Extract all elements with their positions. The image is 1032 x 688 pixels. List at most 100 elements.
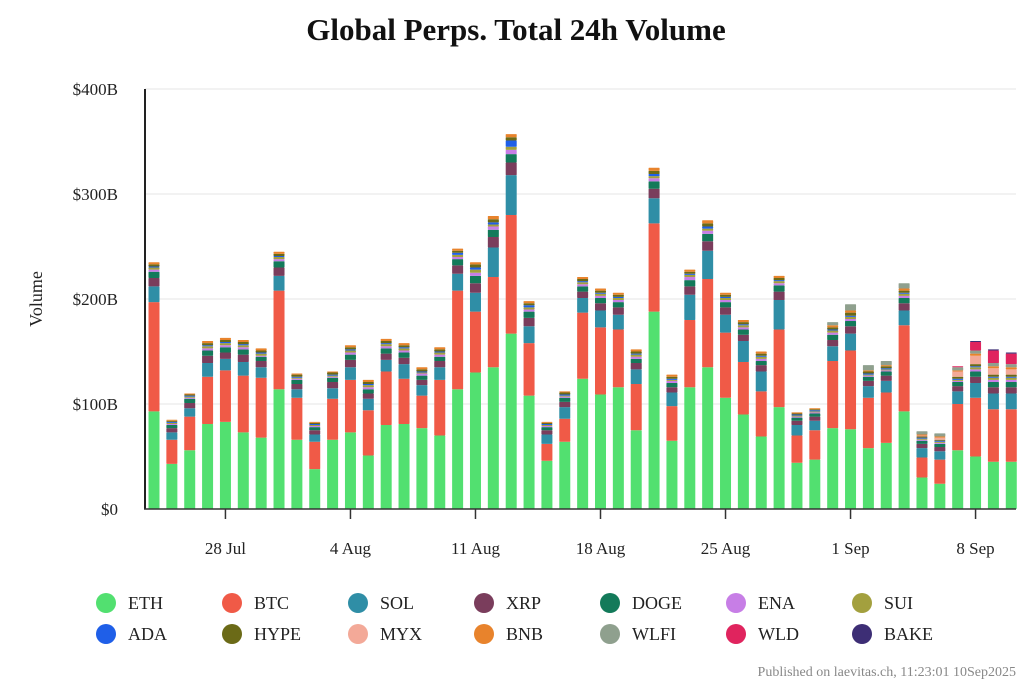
- bar-segment-sui: [184, 396, 196, 398]
- bar-segment-xrp: [934, 447, 946, 452]
- bar-segment-sui: [595, 293, 606, 296]
- bar-segment-myx: [952, 371, 964, 377]
- bar-segment-sol: [987, 393, 999, 410]
- bar-segment-ena: [309, 426, 321, 428]
- legend-item-sol[interactable]: SOL: [348, 592, 474, 614]
- bar-segment-btc: [541, 443, 553, 461]
- bar-segment-doge: [559, 397, 571, 402]
- bar-segment-ada: [273, 255, 285, 257]
- bar-segment-bnb: [595, 288, 606, 291]
- bar-segment-btc: [666, 406, 678, 441]
- bar-segment-sui: [987, 377, 999, 380]
- bar-segment-hype: [398, 345, 410, 348]
- legend-swatch: [600, 593, 620, 613]
- x-tick-label: 28 Jul: [205, 539, 246, 558]
- bar-segment-sui: [880, 369, 892, 371]
- bar-segment-eth: [898, 411, 910, 509]
- bar-segment-sol: [737, 341, 749, 362]
- bar-segment-sol: [487, 247, 499, 277]
- bar-segment-wld: [987, 350, 999, 364]
- bar-segment-xrp: [648, 188, 660, 199]
- bar-segment-ena: [327, 376, 339, 378]
- bar-segment-btc: [327, 398, 339, 440]
- bar-segment-ena: [166, 423, 178, 425]
- bar-segment-xrp: [219, 352, 231, 359]
- bar-segment-xrp: [327, 381, 339, 389]
- legend-item-myx[interactable]: MYX: [348, 623, 474, 645]
- bar-segment-eth: [505, 333, 517, 509]
- legend-item-wlfi[interactable]: WLFI: [600, 623, 726, 645]
- bar-segment-btc: [702, 279, 714, 368]
- bar-segment-hype: [469, 264, 481, 268]
- bar-segment-btc: [684, 320, 696, 388]
- legend-label: DOGE: [632, 592, 682, 613]
- bar-segment-hype: [273, 253, 285, 256]
- bar-segment-doge: [434, 356, 446, 361]
- bar-segment-xrp: [952, 386, 964, 392]
- bar-segment-bnb: [362, 379, 374, 382]
- x-tick-label: 4 Aug: [330, 539, 372, 558]
- bar-segment-btc: [362, 410, 374, 456]
- bar-segment-btc: [862, 397, 874, 449]
- bar-segment-sui: [755, 356, 767, 359]
- bar-segment-ada: [166, 421, 178, 423]
- bar-segment-btc: [952, 404, 964, 451]
- bar-segment-bnb: [273, 251, 285, 254]
- y-axis-label: Volume: [26, 271, 46, 327]
- bar-segment-xrp: [487, 237, 499, 248]
- bar-segment-eth: [612, 387, 624, 509]
- bar-segment-sui: [684, 274, 696, 277]
- bar-segment-xrp: [809, 416, 821, 421]
- legend-item-bake[interactable]: BAKE: [852, 623, 978, 645]
- bar-segment-sui: [273, 257, 285, 260]
- bar-segment-eth: [416, 428, 428, 509]
- bar-segment-sol: [541, 434, 553, 444]
- legend-item-sui[interactable]: SUI: [852, 592, 978, 614]
- legend-swatch: [348, 593, 368, 613]
- legend-item-btc[interactable]: BTC: [222, 592, 348, 614]
- bar-segment-doge: [595, 297, 606, 304]
- bar-segment-ada: [416, 371, 428, 373]
- bar-segment-btc: [255, 377, 267, 438]
- bar-segment-ena: [559, 396, 571, 398]
- bar-segment-eth: [934, 483, 946, 509]
- bar-segment-sol: [469, 292, 481, 312]
- y-tick-label: $400B: [73, 80, 118, 99]
- bar-segment-bnb: [934, 436, 946, 438]
- legend-item-hype[interactable]: HYPE: [222, 623, 348, 645]
- bar-segment-xrp: [577, 291, 589, 298]
- legend-item-ena[interactable]: ENA: [726, 592, 852, 614]
- bar-segment-xrp: [720, 307, 732, 315]
- bar-segment-ada: [916, 437, 928, 439]
- legend-item-ada[interactable]: ADA: [96, 623, 222, 645]
- bar-segment-wlfi: [862, 365, 874, 371]
- bar-segment-xrp: [505, 162, 517, 176]
- bar-segment-ada: [684, 273, 696, 275]
- bar-segment-doge: [720, 302, 732, 308]
- bar-segment-bnb: [755, 351, 767, 354]
- bar-segment-ena: [970, 369, 982, 372]
- bar-segment-bnb: [862, 370, 874, 372]
- bar-segment-bnb: [577, 276, 589, 280]
- bar-segment-ena: [827, 332, 839, 335]
- legend-item-doge[interactable]: DOGE: [600, 592, 726, 614]
- bar-segment-bake: [987, 349, 999, 351]
- legend-swatch: [348, 624, 368, 644]
- bar-segment-sol: [684, 294, 696, 320]
- bar-segment-ada: [469, 267, 481, 270]
- bar-segment-eth: [862, 448, 874, 509]
- bar-segment-ena: [487, 226, 499, 230]
- legend-item-bnb[interactable]: BNB: [474, 623, 600, 645]
- legend-swatch: [852, 593, 872, 613]
- legend-item-xrp[interactable]: XRP: [474, 592, 600, 614]
- bar-segment-sui: [362, 385, 374, 388]
- bar-segment-hype: [219, 339, 231, 343]
- bar-segment-bnb: [219, 337, 231, 340]
- bar-segment-ena: [380, 346, 392, 349]
- bar-segment-sui: [148, 267, 160, 270]
- bar-segment-bnb: [184, 393, 196, 395]
- bar-segment-sui: [523, 307, 535, 310]
- bar-segment-ena: [237, 347, 249, 350]
- legend-item-wld[interactable]: WLD: [726, 623, 852, 645]
- legend-item-eth[interactable]: ETH: [96, 592, 222, 614]
